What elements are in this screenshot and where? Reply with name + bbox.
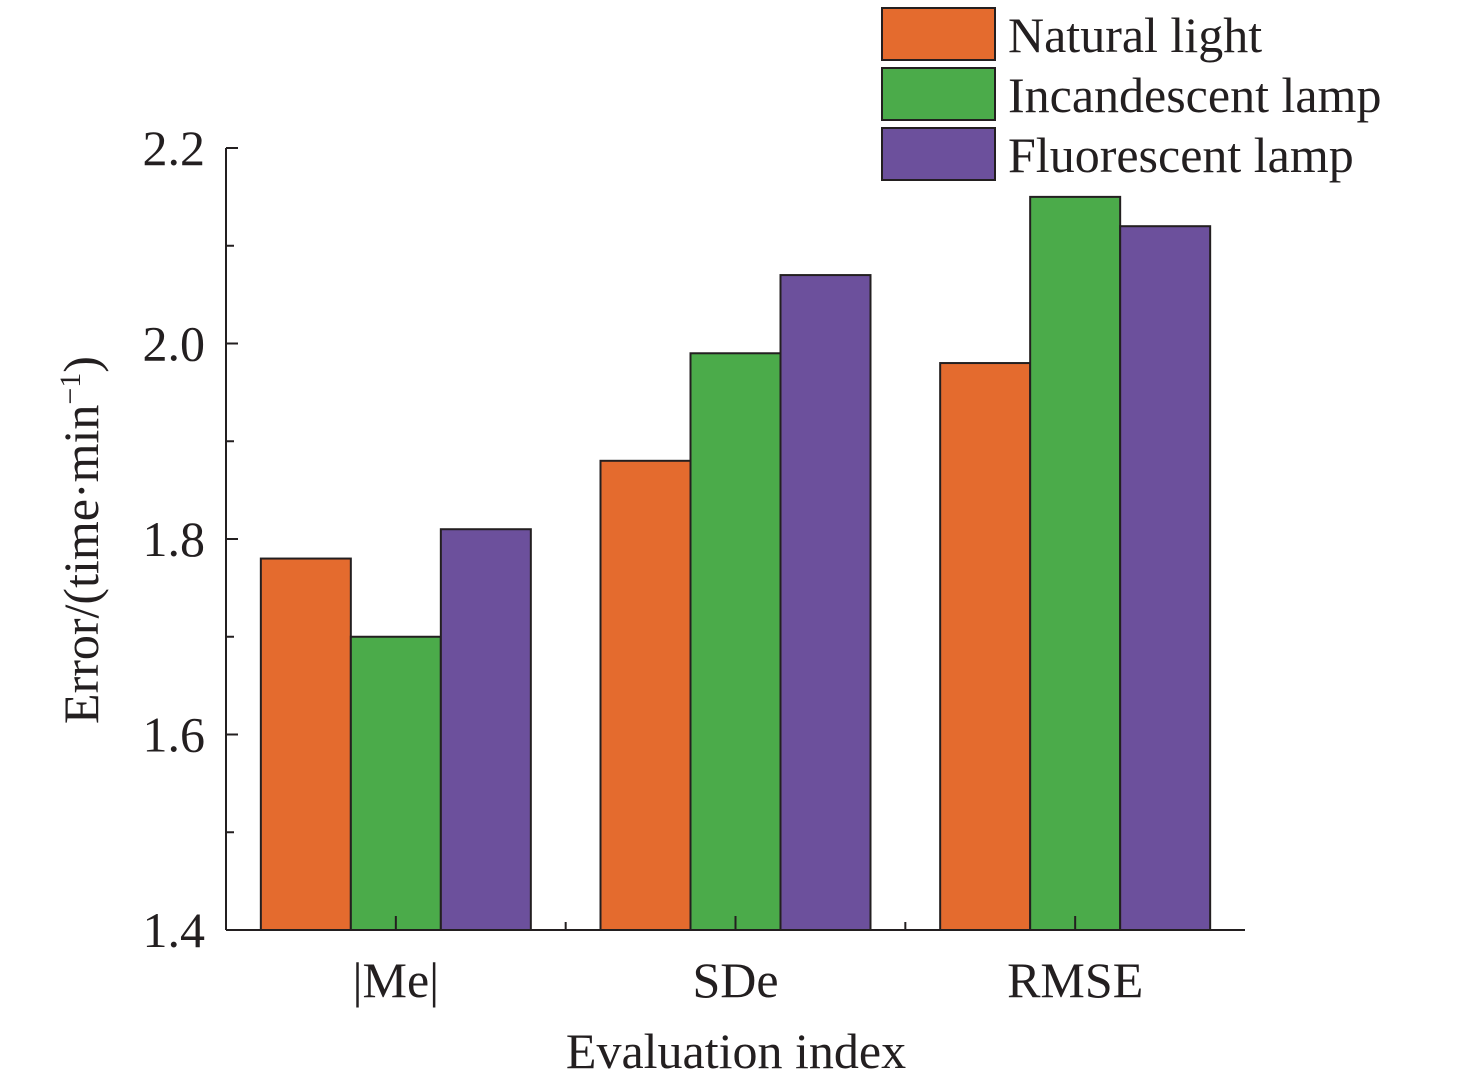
bar-3-1: [439, 528, 532, 931]
legend-label-1: Natural light: [1008, 7, 1262, 63]
y-tick-label: 1.4: [143, 902, 206, 958]
y-axis-label-main: Error/(time·min: [53, 405, 109, 724]
bar-1-3: [939, 362, 1032, 931]
y-axis-label-superscript: −1: [54, 373, 87, 405]
bar-3-3: [1119, 225, 1212, 931]
x-tick-label: SDe: [692, 952, 778, 1008]
ticks-layer: 1.4 1.6 1.8 2.0 2.2 |Me| SDe RMSE: [143, 120, 1144, 1008]
bar-2-1: [349, 635, 442, 931]
y-tick-label: 2.0: [143, 316, 206, 372]
y-tick-label: 2.2: [143, 120, 206, 176]
bar-1-2: [599, 459, 692, 931]
x-tick-label: |Me|: [352, 952, 439, 1008]
bar-1-1: [259, 557, 352, 931]
bar-2-2: [689, 352, 782, 931]
bar-2-3: [1029, 195, 1122, 931]
bars-layer: [259, 195, 1212, 931]
y-tick-label: 1.6: [143, 707, 206, 763]
x-axis-label: Evaluation index: [566, 1023, 906, 1079]
legend-swatch-2: [881, 67, 996, 121]
legend-label-3: Fluorescent lamp: [1008, 127, 1354, 183]
x-tick-label: RMSE: [1007, 952, 1143, 1008]
y-axis-label: Error/(time·min−1): [53, 356, 109, 724]
y-tick-label: 1.8: [143, 511, 206, 567]
legend-label-2: Incandescent lamp: [1008, 67, 1381, 123]
y-axis-label-close: ): [53, 356, 109, 373]
legend-swatch-1: [881, 7, 996, 61]
bar-3-2: [779, 274, 872, 931]
legend-swatch-3: [881, 127, 996, 181]
